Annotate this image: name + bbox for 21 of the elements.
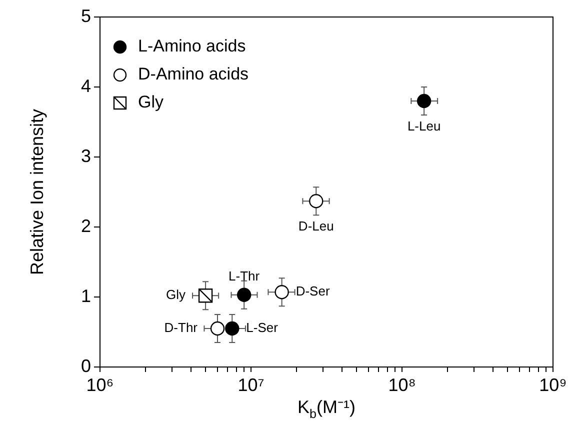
x-tick-label: 10⁹: [539, 374, 567, 395]
y-tick-label: 0: [80, 356, 91, 376]
annotation: L-Leu: [407, 118, 441, 134]
y-axis-title: Relative Ion intensity: [26, 108, 47, 276]
y-tick-label: 3: [80, 146, 91, 166]
legend-label: Gly: [138, 92, 164, 112]
y-tick-label: 4: [80, 76, 91, 96]
x-tick-label: 10⁸: [388, 374, 416, 395]
y-tick-label: 1: [80, 286, 91, 306]
y-tick-label: 5: [80, 6, 91, 26]
annotation: L-Thr: [228, 268, 260, 284]
x-tick-label: 10⁶: [86, 374, 114, 395]
annotation: Gly: [166, 287, 186, 302]
legend-label: L-Amino acids: [138, 36, 246, 56]
annotation: D-Ser: [296, 284, 330, 299]
x-tick-label: 10⁷: [238, 374, 264, 395]
annotation: D-Thr: [164, 320, 198, 336]
annotation: L-Ser: [246, 320, 279, 336]
legend-label: D-Amino acids: [138, 64, 249, 84]
annotation: D-Leu: [298, 218, 334, 234]
y-tick-label: 2: [80, 216, 91, 236]
